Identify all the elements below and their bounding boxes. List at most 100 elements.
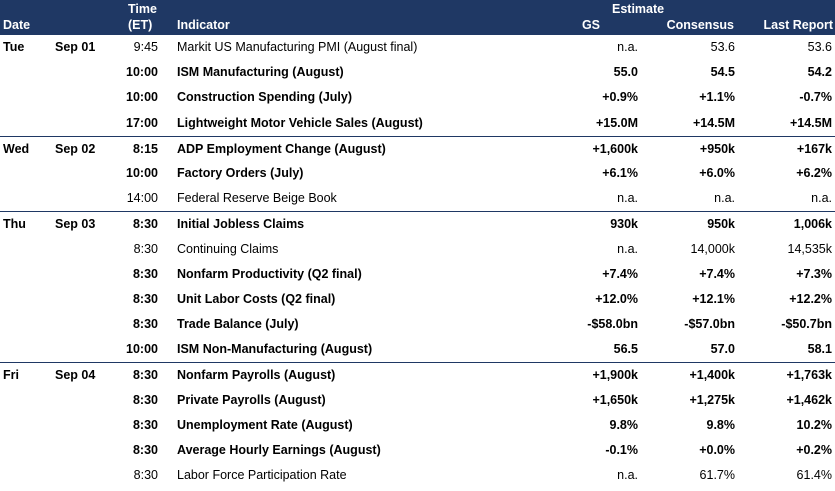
row-consensus: +6.0%	[699, 165, 735, 180]
row-consensus: 9.8%	[706, 417, 736, 432]
row-gs-estimate: n.a.	[617, 40, 638, 54]
row-consensus: 54.5	[710, 65, 735, 80]
row-indicator: Construction Spending (July)	[177, 90, 352, 105]
row-day: Thu	[3, 217, 26, 232]
row-indicator: Factory Orders (July)	[177, 165, 304, 180]
row-last-report: +7.3%	[796, 266, 832, 281]
row-last-report: +0.2%	[796, 443, 832, 457]
row-last-report: 61.4%	[796, 468, 832, 483]
row-last-report: n.a.	[811, 191, 832, 206]
row-gs-estimate: n.a.	[617, 241, 638, 256]
row-indicator: Initial Jobless Claims	[177, 217, 305, 232]
row-consensus: +950k	[699, 141, 735, 156]
row-indicator: ISM Manufacturing (August)	[177, 65, 344, 80]
table-row: 8:30 Unemployment Rate (August) 9.8% 9.8% 10…	[0, 413, 835, 438]
row-time: 8:30	[132, 217, 158, 232]
row-date: Sep 02	[55, 141, 96, 156]
row-last-report: +1,763k	[786, 368, 832, 383]
row-consensus: 53.6	[710, 40, 735, 54]
row-gs-estimate: +0.9%	[602, 90, 638, 105]
row-time: 8:30	[132, 417, 158, 432]
row-time: 8:30	[132, 266, 158, 281]
row-gs-estimate: +1,650k	[592, 392, 638, 407]
row-time: 8:30	[132, 317, 158, 332]
row-consensus: 950k	[707, 217, 735, 232]
row-time: 10:00	[126, 65, 158, 80]
row-gs-estimate: -$58.0bn	[587, 317, 638, 332]
row-last-report: +167k	[796, 141, 832, 156]
table-row: 8:30 Nonfarm Productivity (Q2 final) +7.4%…	[0, 262, 835, 287]
row-indicator: Markit US Manufacturing PMI (August fina…	[177, 40, 418, 54]
row-indicator: Unit Labor Costs (Q2 final)	[177, 291, 336, 306]
row-date: Sep 01	[55, 40, 96, 54]
row-gs-estimate: -0.1%	[605, 443, 638, 457]
row-indicator: Nonfarm Payrolls (August)	[177, 368, 336, 383]
header-estimate: Estimate	[612, 2, 665, 16]
row-last-report: 53.6	[807, 40, 832, 54]
row-gs-estimate: n.a.	[617, 468, 638, 483]
row-time: 8:30	[132, 392, 158, 407]
row-last-report: 10.2%	[796, 417, 832, 432]
table-row: Fri Sep 04 8:30 Nonfarm Payrolls (August) +1…	[0, 362, 835, 387]
row-time: 17:00	[126, 115, 158, 130]
row-consensus: 14,000k	[690, 241, 735, 256]
row-time: 10:00	[126, 165, 158, 180]
row-last-report: +1,462k	[786, 392, 832, 407]
table-row: 8:30 Trade Balance (July) -$58.0bn -$57.0bn…	[0, 312, 835, 337]
row-consensus: +7.4%	[699, 266, 735, 281]
table-row: 10:00 ISM Manufacturing (August) 55.0 54.5 5…	[0, 60, 835, 85]
row-consensus: -$57.0bn	[684, 317, 735, 332]
row-day: Tue	[3, 40, 25, 54]
table-row: 10:00 ISM Non-Manufacturing (August) 56.5 5…	[0, 337, 835, 362]
row-last-report: 1,006k	[793, 217, 832, 232]
row-consensus: +0.0%	[699, 443, 735, 457]
row-time: 8:15	[132, 141, 158, 156]
row-date: Sep 04	[55, 368, 96, 383]
row-gs-estimate: 56.5	[613, 342, 638, 357]
row-indicator: Federal Reserve Beige Book	[177, 191, 337, 206]
row-time: 14:00	[126, 191, 158, 206]
row-gs-estimate: +15.0M	[595, 115, 638, 130]
row-time: 8:30	[132, 443, 158, 457]
header-time: Time	[128, 2, 157, 16]
row-gs-estimate: +7.4%	[602, 266, 638, 281]
table-row: 8:30 Average Hourly Earnings (August) -0.1…	[0, 438, 835, 463]
row-indicator: Trade Balance (July)	[177, 317, 299, 332]
table-row: 17:00 Lightweight Motor Vehicle Sales (Au…	[0, 111, 835, 136]
header-time-zone: (ET)	[128, 18, 153, 32]
table-header: Date Time (ET) Indicator Estimate GS Con…	[0, 0, 835, 35]
header-indicator: Indicator	[177, 18, 230, 32]
row-time: 8:30	[132, 291, 158, 306]
row-last-report: 14,535k	[787, 241, 832, 256]
row-gs-estimate: 9.8%	[609, 417, 639, 432]
row-consensus: +14.5M	[692, 115, 735, 130]
row-indicator: Continuing Claims	[177, 241, 279, 256]
row-gs-estimate: +1,900k	[592, 368, 638, 383]
row-indicator: ADP Employment Change (August)	[177, 141, 386, 156]
header-last-report: Last Report	[763, 18, 833, 32]
row-time: 9:45	[133, 40, 158, 54]
row-last-report: 54.2	[807, 65, 832, 80]
table-row: 14:00 Federal Reserve Beige Book n.a. n.a. n…	[0, 186, 835, 211]
row-indicator: Nonfarm Productivity (Q2 final)	[177, 266, 362, 281]
table-row: Thu Sep 03 8:30 Initial Jobless Claims 930k 9…	[0, 211, 835, 236]
row-day: Fri	[3, 368, 19, 383]
table-body: Tue Sep 01 9:45 Markit US Manufacturing PMI…	[0, 35, 835, 488]
row-last-report: +6.2%	[796, 165, 832, 180]
row-indicator: Average Hourly Earnings (August)	[177, 443, 381, 457]
table-row: 8:30 Labor Force Participation Rate n.a. 61…	[0, 463, 835, 488]
row-gs-estimate: n.a.	[617, 191, 638, 206]
row-gs-estimate: +6.1%	[602, 165, 638, 180]
table-row: 8:30 Unit Labor Costs (Q2 final) +12.0% +12…	[0, 287, 835, 312]
row-gs-estimate: +1,600k	[592, 141, 638, 156]
row-consensus: +1.1%	[699, 90, 735, 105]
table-row: 10:00 Factory Orders (July) +6.1% +6.0% +6.2…	[0, 161, 835, 186]
header-gs: GS	[581, 18, 600, 32]
table-row: Tue Sep 01 9:45 Markit US Manufacturing PMI…	[0, 35, 835, 60]
table-row: 8:30 Continuing Claims n.a. 14,000k 14,535k	[0, 237, 835, 262]
row-consensus: +12.1%	[692, 291, 735, 306]
row-gs-estimate: +12.0%	[595, 291, 638, 306]
row-last-report: +12.2%	[789, 291, 832, 306]
row-indicator: Lightweight Motor Vehicle Sales (August)	[177, 115, 423, 130]
row-time: 10:00	[126, 90, 158, 105]
